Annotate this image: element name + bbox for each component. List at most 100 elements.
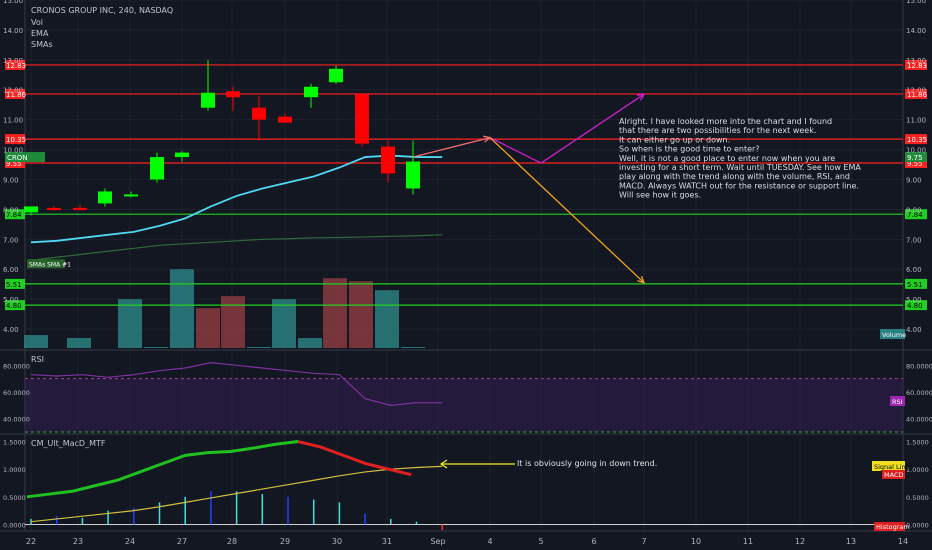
annotation-line: MACD. Always WATCH out for the resistanc… bbox=[619, 181, 859, 190]
macd-pane: 1.5000 1.5000 1.0000 1.0000 0.5000 0.5000 0.00… bbox=[3, 439, 929, 531]
resistance-label-right: 12.83 bbox=[907, 62, 927, 70]
hist-tag-bg bbox=[874, 522, 905, 531]
y-tick-label-left: 14.00 bbox=[3, 27, 23, 35]
macd-title[interactable]: CM_Ult_MacD_MTF bbox=[31, 439, 106, 448]
rsi-tick-right: 40.0000 bbox=[906, 416, 932, 424]
sma-line: SMAs SMA #1 bbox=[27, 234, 443, 269]
y-tick-label-right: 10.00 bbox=[906, 147, 926, 155]
resistance-tag-left bbox=[5, 134, 25, 145]
volume-bar bbox=[401, 347, 425, 348]
x-tick-label: 31 bbox=[382, 537, 392, 546]
resistance-tag-right bbox=[905, 158, 927, 169]
support-label-right: 7.84 bbox=[907, 211, 923, 219]
volume-bar bbox=[323, 278, 347, 348]
forecast-arrow-up-2 bbox=[540, 93, 645, 164]
volume-bars: Volume bbox=[24, 269, 906, 348]
signal-tag-bg bbox=[872, 461, 905, 471]
resistance-tag-left bbox=[5, 59, 25, 70]
hist-tag: Histogram bbox=[876, 523, 910, 531]
macd-annotation: It is obviously going in down trend. bbox=[517, 459, 657, 468]
chart-title[interactable]: CRONOS GROUP INC, 240, NASDAQ bbox=[31, 6, 173, 15]
volume-bar bbox=[221, 296, 245, 348]
ema-line bbox=[30, 154, 443, 244]
indicator-vol-label[interactable]: Vol bbox=[31, 18, 43, 27]
rsi-title[interactable]: RSI bbox=[31, 355, 44, 364]
pane-separators bbox=[0, 0, 932, 532]
y-tick-label-left: 11.00 bbox=[3, 117, 23, 125]
y-tick-label-right: 5.00 bbox=[906, 296, 922, 304]
resistance-label-left: 12.83 bbox=[6, 62, 26, 70]
macd-tag: MACD bbox=[884, 471, 903, 479]
sma-label: SMAs SMA #1 bbox=[29, 261, 71, 268]
volume-bar bbox=[349, 281, 373, 348]
y-tick-label-left: 8.00 bbox=[3, 206, 19, 214]
rsi-pane: 80.0000 80.0000 60.0000 60.0000 40.0000 40.00… bbox=[3, 362, 932, 433]
y-tick-label-left: 6.00 bbox=[3, 266, 19, 274]
annotation-line: that there are two possibilities for the… bbox=[619, 126, 816, 135]
candle-body bbox=[226, 91, 240, 98]
x-tick-label: 14 bbox=[898, 537, 908, 546]
resistance-label-left: 10.35 bbox=[6, 136, 26, 144]
indicator-ema-label[interactable]: EMA bbox=[31, 29, 49, 38]
support-tag-left bbox=[5, 278, 25, 289]
candle-body bbox=[381, 146, 395, 174]
volume-bar bbox=[196, 308, 220, 348]
y-tick-label-left: 9.00 bbox=[3, 176, 19, 184]
volume-bar bbox=[298, 338, 322, 348]
y-tick-label-left: 10.00 bbox=[3, 147, 23, 155]
annotation-line: investing for a short term. Wait until T… bbox=[619, 163, 861, 172]
forecast-arrow-down-head bbox=[637, 275, 646, 284]
resistance-tag-right bbox=[905, 59, 927, 70]
macd-tick-left: 1.5000 bbox=[3, 439, 26, 447]
forecast-arrow-up-1 bbox=[489, 137, 542, 164]
signal-tag: Signal Line bbox=[874, 463, 910, 471]
ema-path bbox=[30, 154, 443, 244]
resistance-tag-left bbox=[5, 158, 25, 169]
macd-annotation-arrow-head bbox=[439, 459, 448, 469]
candle-body bbox=[24, 206, 38, 213]
support-label-right: 5.51 bbox=[907, 281, 923, 289]
resistance-tag-left bbox=[5, 88, 25, 99]
support-tag-right bbox=[905, 278, 927, 289]
x-tick-label: 12 bbox=[795, 537, 805, 546]
x-tick-label: 6 bbox=[591, 537, 596, 546]
x-tick-label: 29 bbox=[280, 537, 290, 546]
y-tick-label-right: 6.00 bbox=[906, 266, 922, 274]
support-tag-right bbox=[905, 209, 927, 220]
y-tick-label-right: 9.00 bbox=[906, 176, 922, 184]
annotation-line: So when is the good time to enter? bbox=[619, 145, 760, 154]
resistance-label-right: 10.35 bbox=[907, 136, 927, 144]
macd-tick-right: 0.5000 bbox=[906, 494, 929, 502]
rsi-tag: RSI bbox=[892, 398, 903, 406]
x-tick-label: 28 bbox=[227, 537, 237, 546]
indicator-smas-label[interactable]: SMAs bbox=[31, 40, 53, 49]
candle-body bbox=[329, 68, 343, 83]
x-tick-label: 30 bbox=[332, 537, 342, 546]
y-tick-label-right: 12.00 bbox=[906, 87, 926, 95]
resistance-tag-right bbox=[905, 134, 927, 145]
candle-body bbox=[124, 194, 138, 197]
x-axis-labels: 22 23 24 27 28 29 30 31 Sep 4 5 6 7 10 11 12 13 14 bbox=[26, 537, 908, 546]
y-tick-label-left: 5.00 bbox=[3, 296, 19, 304]
macd-tick-right: 1.0000 bbox=[906, 466, 929, 474]
forecast-arrow-1 bbox=[412, 136, 491, 158]
volume-bar bbox=[67, 338, 91, 348]
candle-body bbox=[47, 207, 61, 210]
annotation-line: Well, it is not a good place to enter no… bbox=[619, 154, 835, 163]
support-label-left: 4.80 bbox=[6, 302, 22, 310]
x-tick-label: 11 bbox=[743, 537, 753, 546]
candle-body bbox=[175, 152, 189, 158]
grid-lines bbox=[25, 0, 904, 531]
volume-bar bbox=[144, 347, 168, 348]
volume-bar bbox=[375, 290, 399, 348]
x-tick-label: 10 bbox=[691, 537, 701, 546]
resistance-tag-right bbox=[905, 88, 927, 99]
analysis-annotation: Alright. I have looked more into the cha… bbox=[619, 117, 861, 200]
candle-body bbox=[150, 157, 164, 180]
y-axis-labels: 15.00 15.00 14.00 14.00 13.00 13.00 12.00 12.00… bbox=[3, 0, 926, 334]
x-tick-label: 5 bbox=[538, 537, 543, 546]
y-tick-label-right: 15.00 bbox=[906, 0, 926, 5]
rsi-band bbox=[25, 378, 903, 432]
